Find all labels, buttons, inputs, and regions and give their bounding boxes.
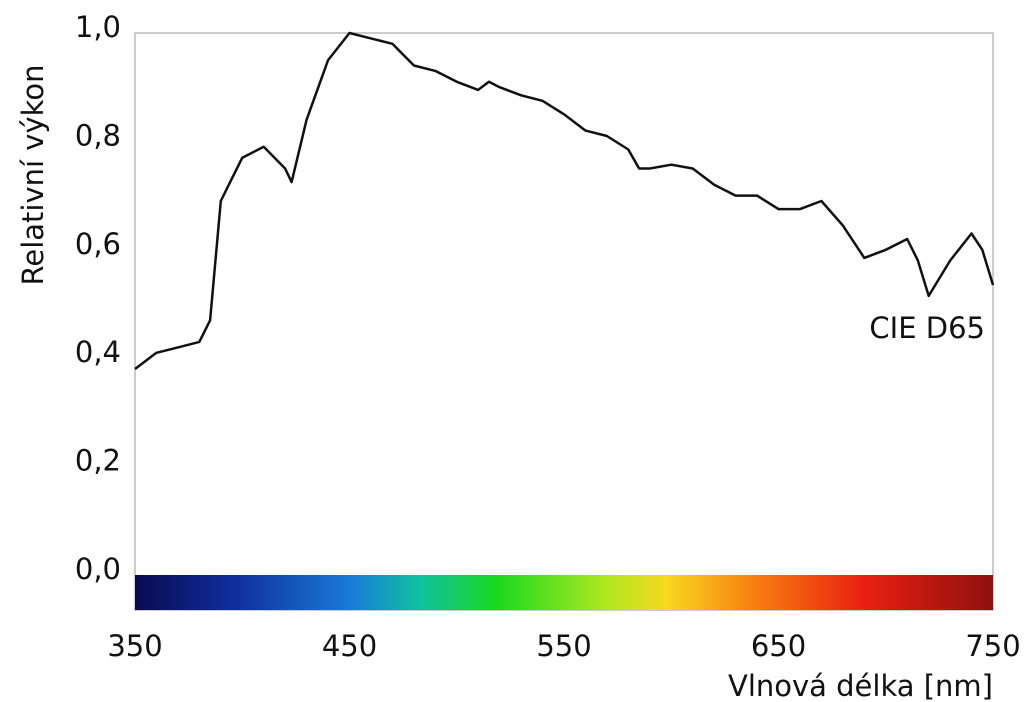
y-tick-label: 0,0 xyxy=(75,552,121,586)
y-tick-label: 0,8 xyxy=(75,118,121,152)
y-tick-label: 0,4 xyxy=(75,335,121,369)
x-tick-label: 750 xyxy=(965,629,1020,663)
y-tick-label: 1,0 xyxy=(75,10,121,44)
x-tick-label: 650 xyxy=(751,629,806,663)
plot-frame xyxy=(134,32,994,611)
spectrum-bar xyxy=(135,575,993,610)
y-axis-label: Relativní výkon xyxy=(16,65,50,286)
y-tick-label: 0,2 xyxy=(75,444,121,478)
y-tick-label: 0,6 xyxy=(75,227,121,261)
x-axis-label: Vlnová délka [nm] xyxy=(728,669,993,702)
x-tick-label: 350 xyxy=(107,629,162,663)
series-label: CIE D65 xyxy=(869,311,985,345)
data-line xyxy=(134,31,995,370)
x-tick-label: 550 xyxy=(536,629,591,663)
x-tick-label: 450 xyxy=(322,629,377,663)
